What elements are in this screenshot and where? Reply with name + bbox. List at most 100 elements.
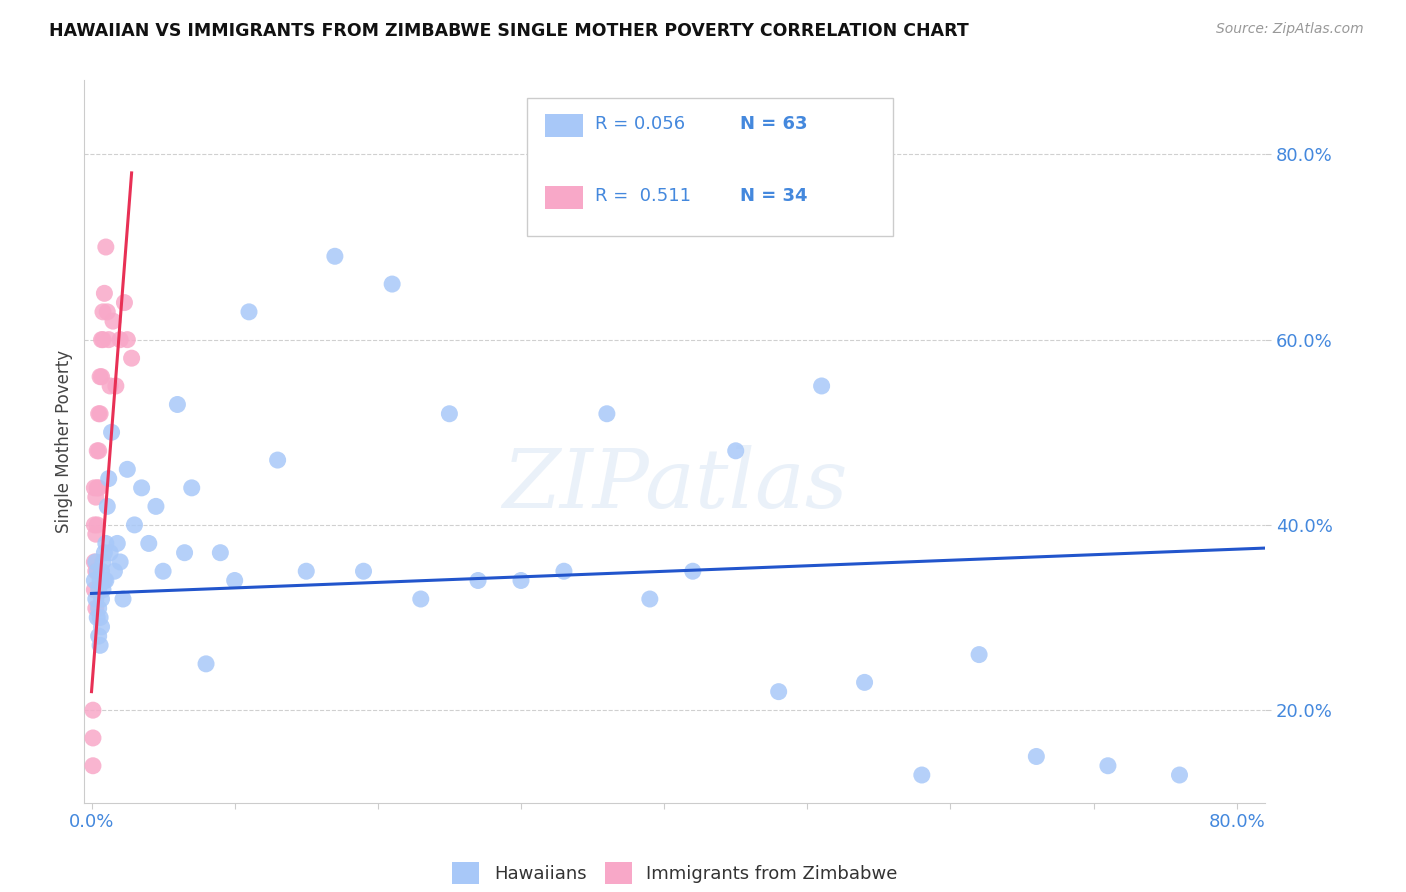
Point (82, 731, 104, 745)
Point (84, 555, 107, 569)
Point (96, 500, 118, 514)
Point (439, 407, 461, 421)
Point (89, 610, 111, 624)
Point (117, 333, 139, 347)
Point (209, 546, 232, 560)
Point (1168, 768, 1191, 782)
Point (104, 379, 127, 393)
Point (86, 564, 108, 578)
Point (124, 517, 146, 532)
Point (84, 592, 107, 607)
Point (103, 564, 125, 578)
Point (145, 500, 167, 514)
Point (91, 305, 114, 319)
Point (93, 574, 115, 588)
Point (84, 490, 107, 504)
Point (90, 620, 112, 634)
Point (152, 564, 174, 578)
Point (90, 333, 112, 347)
Point (166, 397, 188, 411)
Point (224, 574, 246, 588)
Point (90, 369, 112, 384)
Point (91, 333, 114, 347)
Point (638, 592, 661, 607)
Point (101, 314, 124, 328)
FancyBboxPatch shape (546, 186, 582, 209)
FancyBboxPatch shape (546, 113, 582, 136)
Point (114, 295, 136, 310)
Point (1097, 758, 1119, 772)
Point (84, 527, 107, 541)
Point (91, 582, 114, 597)
Point (1025, 749, 1047, 764)
Point (131, 481, 153, 495)
Point (86, 610, 108, 624)
Point (967, 648, 990, 662)
Point (86, 517, 108, 532)
Point (381, 277, 404, 291)
Point (108, 333, 131, 347)
Point (82, 703, 104, 717)
Point (108, 555, 131, 569)
Point (86, 481, 108, 495)
Point (96, 305, 118, 319)
Point (100, 425, 122, 440)
Point (117, 462, 139, 476)
Point (295, 564, 318, 578)
Point (87, 481, 110, 495)
Point (83, 517, 105, 532)
Point (89, 574, 111, 588)
Point (82, 758, 104, 772)
Y-axis label: Single Mother Poverty: Single Mother Poverty (55, 350, 73, 533)
Text: HAWAIIAN VS IMMIGRANTS FROM ZIMBABWE SINGLE MOTHER POVERTY CORRELATION CHART: HAWAIIAN VS IMMIGRANTS FROM ZIMBABWE SIN… (49, 22, 969, 40)
Point (195, 657, 218, 671)
Point (94, 536, 117, 550)
Point (911, 768, 934, 782)
Point (596, 407, 619, 421)
Point (266, 453, 288, 467)
Point (111, 592, 134, 607)
Point (89, 638, 111, 652)
Text: ZIPatlas: ZIPatlas (502, 445, 848, 524)
Text: R =  0.511: R = 0.511 (595, 187, 690, 205)
Text: R = 0.056: R = 0.056 (595, 115, 685, 133)
Point (810, 379, 832, 393)
Point (87, 443, 110, 458)
Point (97, 472, 120, 486)
Point (94, 574, 117, 588)
Point (87, 407, 110, 421)
Point (105, 536, 128, 550)
Point (87, 582, 110, 597)
Point (87, 629, 110, 643)
Point (90, 564, 112, 578)
Text: N = 63: N = 63 (740, 115, 807, 133)
Point (86, 443, 108, 458)
FancyBboxPatch shape (527, 98, 893, 235)
Point (89, 369, 111, 384)
Point (97, 333, 120, 347)
Point (90, 592, 112, 607)
Point (682, 564, 704, 578)
Point (91, 555, 114, 569)
Point (238, 305, 260, 319)
Point (83, 574, 105, 588)
Point (467, 574, 489, 588)
Point (323, 249, 346, 263)
Point (89, 407, 111, 421)
Point (83, 582, 105, 597)
Point (173, 546, 195, 560)
Legend: Hawaiians, Immigrants from Zimbabwe: Hawaiians, Immigrants from Zimbabwe (446, 855, 904, 892)
Point (121, 351, 143, 366)
Point (93, 546, 115, 560)
Point (94, 240, 117, 254)
Point (510, 574, 533, 588)
Point (409, 592, 432, 607)
Point (84, 601, 107, 615)
Point (98, 546, 121, 560)
Text: Source: ZipAtlas.com: Source: ZipAtlas.com (1216, 22, 1364, 37)
Point (98, 379, 121, 393)
Point (87, 601, 110, 615)
Point (768, 684, 790, 698)
Point (83, 555, 105, 569)
Point (138, 536, 160, 550)
